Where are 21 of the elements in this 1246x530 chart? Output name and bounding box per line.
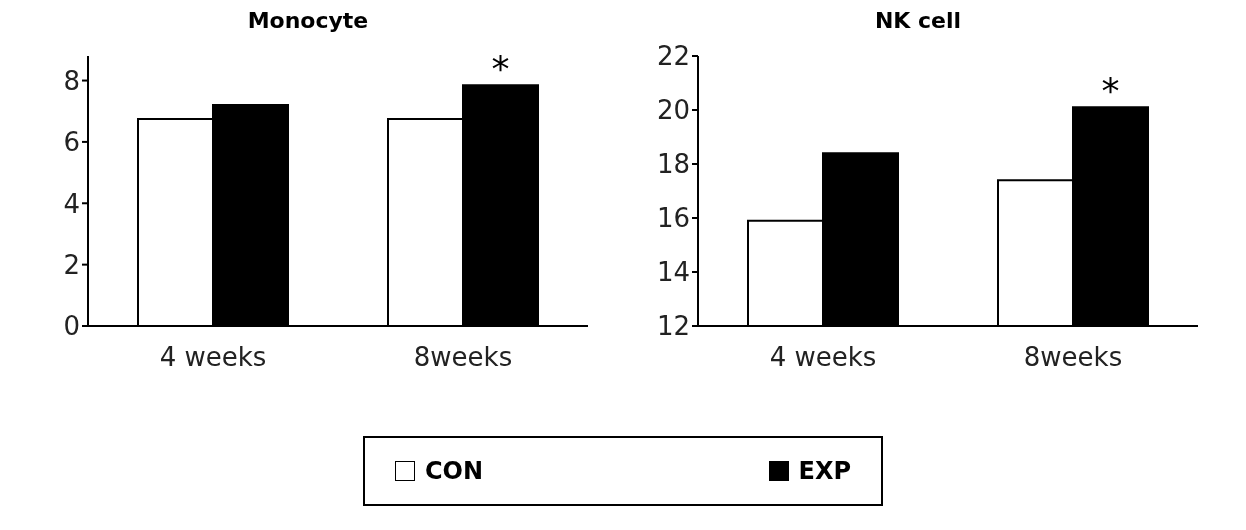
y-tick-label: 4 <box>63 188 80 219</box>
y-tick-label: 20 <box>656 95 690 126</box>
x-tick-label: 8weeks <box>1023 342 1123 373</box>
y-tick-label: 8 <box>63 65 80 96</box>
x-tick-label: 4 weeks <box>159 342 267 373</box>
legend-label: CON <box>424 457 484 485</box>
y-tick-label: 12 <box>656 311 690 342</box>
x-tick-label: 8weeks <box>413 342 513 373</box>
annotation: * <box>491 48 510 90</box>
y-tick-label: 0 <box>63 311 80 342</box>
y-tick-label: 14 <box>656 257 690 288</box>
y-tick-label: 18 <box>656 149 690 180</box>
x-tick-label: 4 weeks <box>769 342 877 373</box>
y-tick-label: 22 <box>656 41 690 72</box>
y-tick-label: 16 <box>656 203 690 234</box>
legend-label: EXP <box>797 457 851 485</box>
y-tick-label: 2 <box>63 249 80 280</box>
chart-title: Monocyte <box>246 8 370 35</box>
annotation: * <box>1101 70 1120 112</box>
chart-title: NK cell <box>873 8 963 35</box>
y-tick-label: 6 <box>63 127 80 158</box>
